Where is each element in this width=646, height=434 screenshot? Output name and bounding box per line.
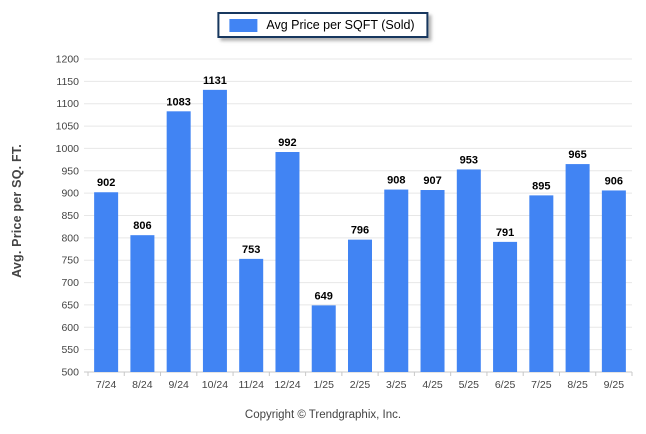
- y-tick-label: 600: [61, 322, 79, 334]
- bar-value-label: 1083: [166, 96, 190, 108]
- x-tick-label: 8/24: [132, 379, 153, 391]
- bar-4/25: [420, 190, 445, 372]
- bar-6/25: [493, 241, 518, 372]
- bar-value-label: 796: [351, 225, 369, 237]
- bar-10/24: [202, 89, 227, 373]
- bar-value-label: 902: [97, 177, 115, 189]
- bar-value-label: 965: [568, 149, 586, 161]
- bar-7/25: [529, 195, 554, 372]
- legend-label: Avg Price per SQFT (Sold): [266, 18, 415, 32]
- bar-2/25: [348, 239, 372, 372]
- x-tick-label: 6/25: [495, 379, 516, 391]
- bar-9/25: [601, 190, 626, 372]
- y-tick-label: 500: [61, 367, 79, 379]
- y-tick-label: 1200: [56, 54, 80, 66]
- x-tick-label: 9/25: [604, 379, 625, 391]
- x-tick-label: 7/25: [531, 379, 552, 391]
- y-tick-label: 1100: [56, 98, 79, 110]
- chart-legend: Avg Price per SQFT (Sold): [217, 12, 429, 38]
- x-tick-label: 8/25: [567, 379, 588, 391]
- y-tick-label: 700: [61, 277, 79, 289]
- y-tick-label: 900: [61, 188, 79, 200]
- bar-1/25: [311, 305, 336, 372]
- bar-12/24: [275, 152, 300, 372]
- bar-value-label: 953: [460, 154, 478, 166]
- y-tick-label: 1050: [56, 121, 80, 133]
- bar-value-label: 906: [605, 175, 623, 187]
- y-tick-label: 1000: [56, 143, 80, 155]
- bar-3/25: [384, 189, 409, 372]
- bar-value-label: 895: [532, 180, 550, 192]
- bar-value-label: 992: [278, 137, 296, 149]
- bar-7/24: [94, 192, 119, 372]
- y-tick-label: 1150: [56, 76, 79, 88]
- bar-9/24: [166, 111, 191, 373]
- bar-value-label: 649: [315, 290, 333, 302]
- bar-value-label: 791: [496, 227, 514, 239]
- y-tick-label: 950: [61, 165, 79, 177]
- bar-value-label: 907: [423, 175, 441, 187]
- x-tick-label: 5/25: [459, 379, 480, 391]
- bar-8/24: [130, 235, 155, 372]
- bar-value-label: 908: [387, 175, 405, 187]
- x-tick-label: 11/24: [238, 379, 264, 391]
- x-tick-label: 1/25: [314, 379, 335, 391]
- bar-11/24: [239, 258, 264, 372]
- x-tick-label: 4/25: [422, 379, 443, 391]
- y-tick-label: 800: [61, 232, 79, 244]
- y-tick-label: 650: [61, 299, 79, 311]
- x-tick-label: 7/24: [96, 379, 117, 391]
- copyright-text: Copyright © Trendgraphix, Inc.: [244, 409, 402, 421]
- x-tick-label: 9/24: [168, 379, 189, 391]
- y-tick-label: 850: [61, 210, 79, 222]
- x-tick-label: 3/25: [386, 379, 407, 391]
- bar-5/25: [456, 169, 481, 372]
- bar-8/25: [565, 164, 590, 372]
- x-tick-label: 2/25: [350, 379, 371, 391]
- bar-value-label: 806: [133, 220, 151, 232]
- x-tick-label: 12/24: [274, 379, 300, 391]
- legend-swatch-icon: [229, 18, 258, 32]
- y-tick-label: 550: [61, 344, 79, 356]
- bar-value-label: 753: [242, 244, 260, 256]
- y-tick-label: 750: [61, 255, 79, 267]
- x-tick-label: 10/24: [202, 379, 228, 391]
- bar-value-label: 1131: [203, 75, 227, 87]
